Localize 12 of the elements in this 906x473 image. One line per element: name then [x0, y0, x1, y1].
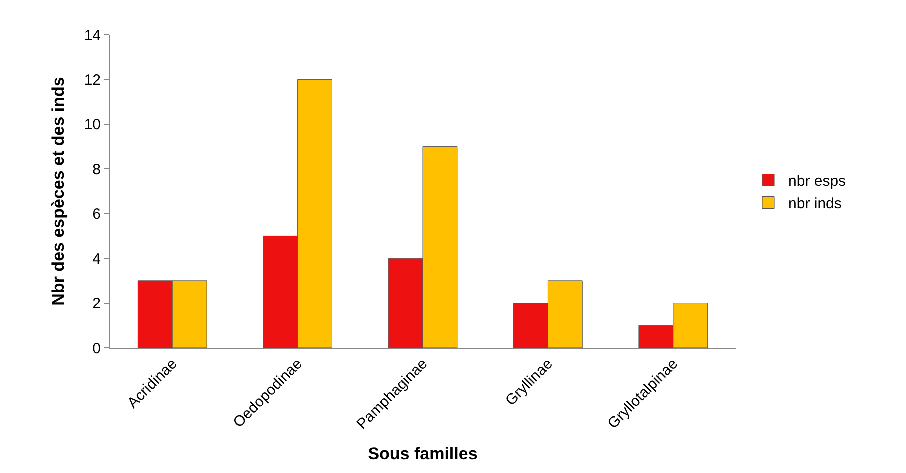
legend-label: nbr inds: [788, 196, 842, 213]
y-tick-label: 8: [92, 161, 101, 178]
x-axis-title: Sous familles: [368, 444, 478, 464]
y-tick-label: 12: [84, 72, 101, 89]
y-axis-title: Nbr des espèces et des inds: [48, 77, 68, 306]
y-tick-label: 10: [84, 116, 101, 134]
y-tick-label: 14: [84, 27, 101, 44]
legend-label: nbr esps: [788, 173, 846, 190]
y-tick-label: 4: [92, 250, 101, 268]
y-tick-label: 0: [92, 340, 101, 358]
y-tick-label: 2: [92, 296, 101, 313]
y-tick-label: 6: [92, 206, 101, 224]
